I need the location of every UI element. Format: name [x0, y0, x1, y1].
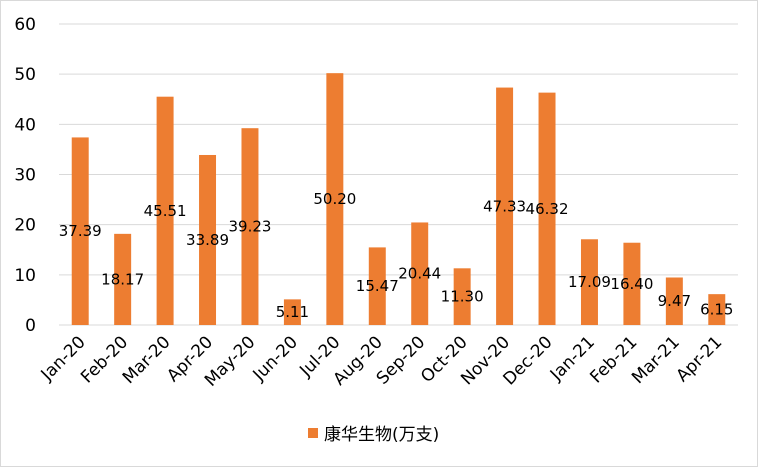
bar	[411, 222, 429, 325]
y-tick-label: 10	[14, 266, 36, 286]
data-label: 33.89	[186, 231, 229, 249]
bar	[538, 92, 556, 326]
x-tick-label: Mar-21	[628, 332, 684, 388]
data-label: 47.33	[483, 197, 526, 215]
bar	[623, 242, 641, 325]
y-tick-label: 50	[14, 65, 36, 85]
bar	[368, 247, 386, 325]
data-label: 18.17	[101, 270, 144, 288]
y-axis-ticks: 0 10 20 30 40 50 60	[14, 15, 36, 336]
y-tick-label: 30	[14, 166, 36, 186]
bar	[114, 233, 132, 325]
data-label: 20.44	[398, 265, 441, 283]
data-label: 17.09	[568, 273, 611, 291]
y-tick-label: 20	[14, 216, 36, 236]
data-label: 11.30	[441, 288, 484, 306]
data-label: 39.23	[228, 218, 271, 236]
bar	[496, 87, 514, 326]
data-label: 50.20	[313, 190, 356, 208]
bar	[580, 239, 598, 325]
x-tick-label: Jun-20	[249, 332, 302, 385]
y-tick-label: 40	[14, 115, 36, 135]
x-tick-label: Apr-21	[673, 332, 727, 386]
bar	[71, 137, 89, 325]
data-label: 5.11	[276, 303, 309, 321]
data-label: 46.32	[526, 200, 569, 218]
y-tick-label: 60	[14, 15, 36, 35]
x-axis-ticks: Jan-20Feb-20Mar-20Apr-20May-20Jun-20Jul-…	[37, 332, 727, 390]
y-tick-label: 0	[25, 316, 36, 336]
data-label: 37.39	[59, 222, 102, 240]
legend-label: 康华生物(万支)	[324, 425, 439, 445]
bar	[326, 73, 344, 325]
data-label: 15.47	[356, 277, 399, 295]
bar	[665, 277, 683, 325]
bar	[156, 96, 174, 325]
bar	[708, 294, 726, 325]
legend-swatch	[308, 428, 318, 438]
data-label: 16.40	[610, 275, 653, 293]
data-label: 6.15	[700, 301, 733, 319]
x-tick-label: Sep-20	[373, 332, 429, 388]
bar	[453, 268, 471, 325]
data-label: 9.47	[658, 292, 691, 310]
x-tick-label: Mar-20	[119, 332, 175, 388]
bars	[71, 73, 726, 326]
bar	[283, 299, 301, 325]
bar	[241, 128, 259, 325]
legend: 康华生物(万支)	[308, 425, 439, 445]
data-label: 45.51	[144, 202, 187, 220]
bar	[199, 154, 217, 325]
